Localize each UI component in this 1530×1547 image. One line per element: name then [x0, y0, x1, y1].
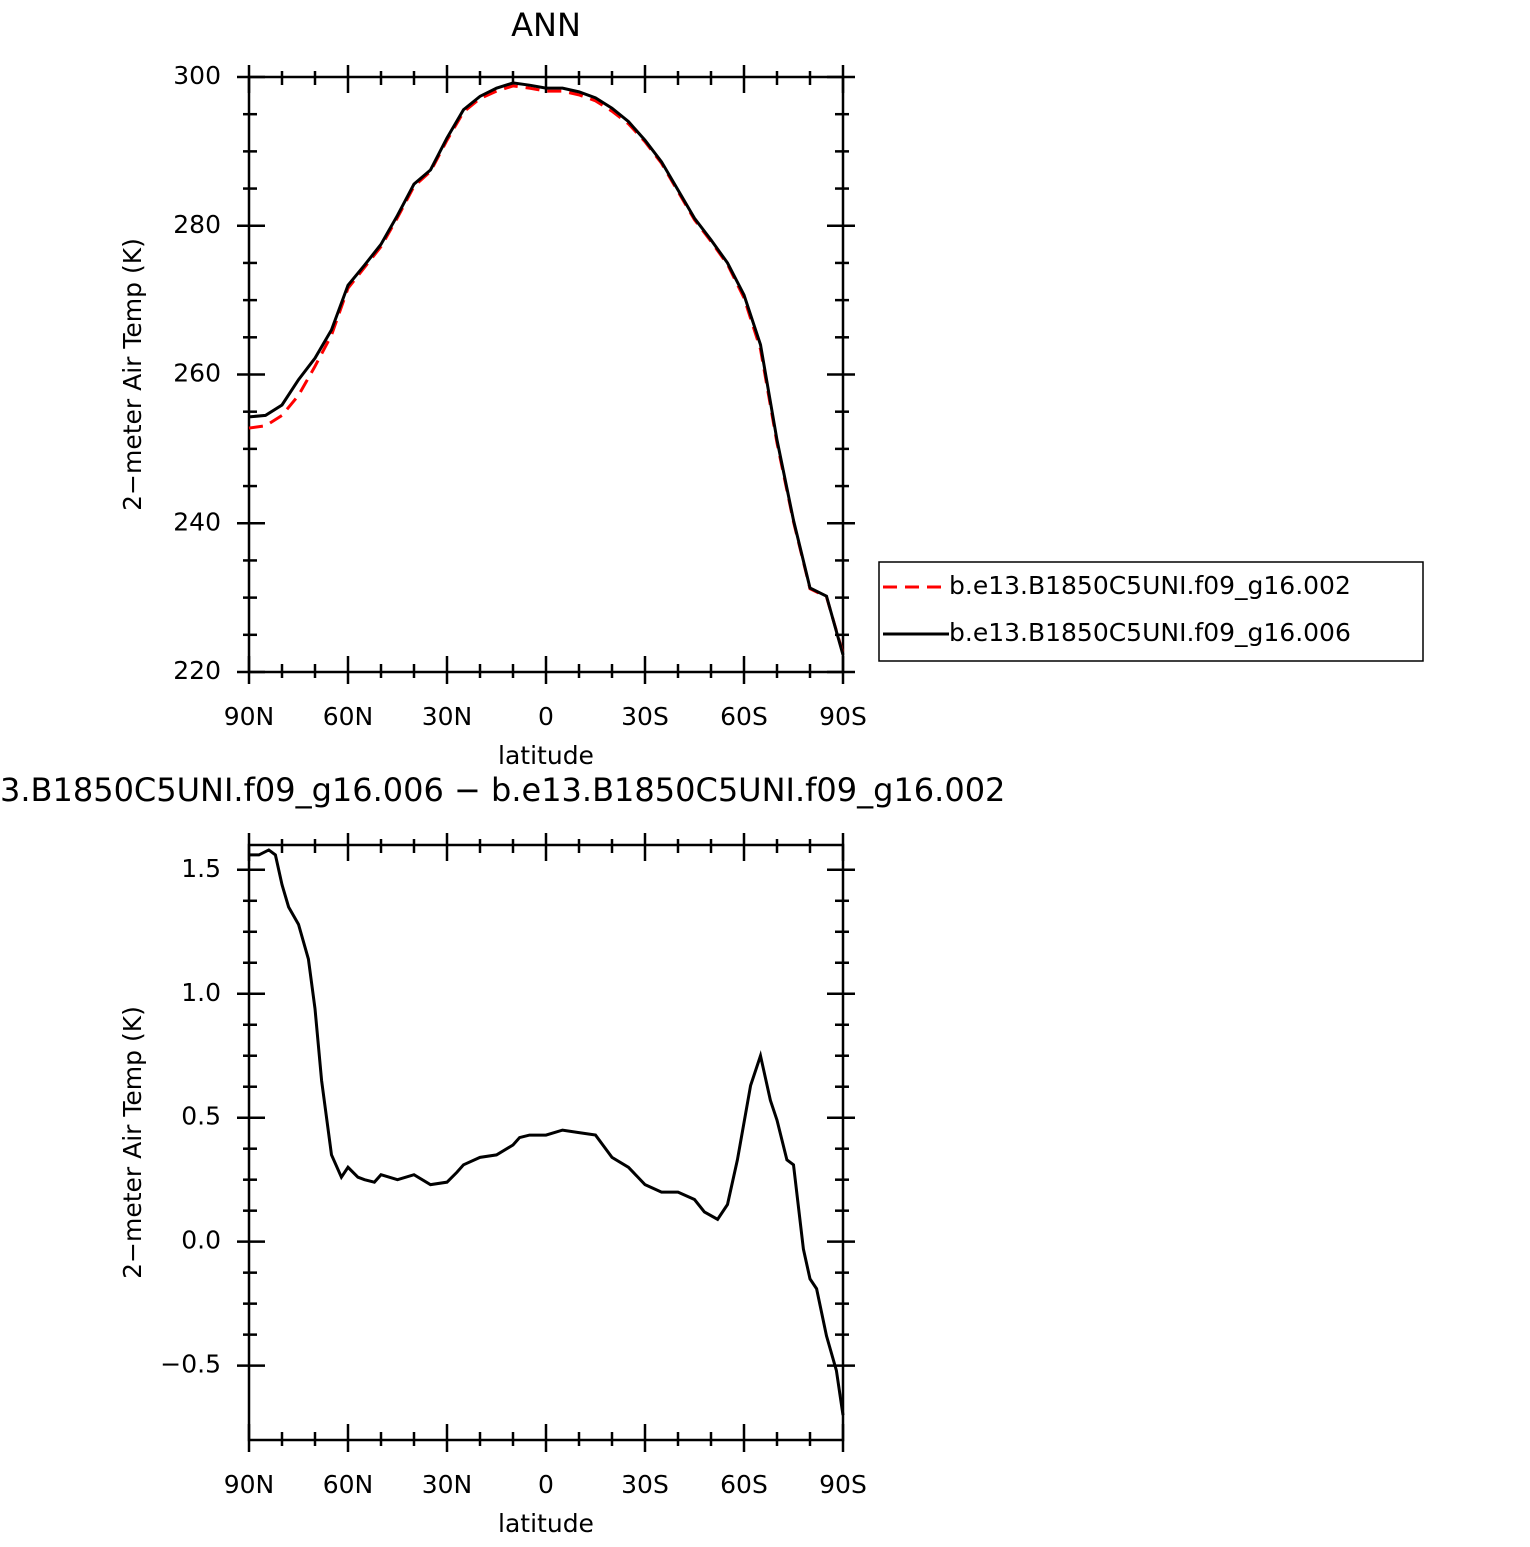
y-tick-label: 0.0: [181, 1226, 221, 1255]
x-tick-label: 60N: [323, 1470, 374, 1499]
x-tick-label: 60N: [323, 702, 374, 731]
y-tick-label: 220: [173, 656, 221, 685]
x-tick-label: 90N: [224, 1470, 275, 1499]
y-tick-label: 300: [173, 61, 221, 90]
y-tick-label: 280: [173, 210, 221, 239]
plot-frame: [247, 75, 845, 674]
x-tick-label: 90N: [224, 702, 275, 731]
legend-box: [878, 561, 1424, 662]
y-tick-label: 240: [173, 507, 221, 536]
y-tick-label: 260: [173, 359, 221, 388]
data-line: [248, 81, 845, 656]
y-axis-label: 2−meter Air Temp (K): [118, 238, 147, 511]
chart-title: ANN: [511, 6, 581, 44]
data-line: [249, 848, 845, 1416]
data-line: [248, 84, 845, 654]
x-tick-label: 30S: [621, 702, 669, 731]
legend-label: b.e13.B1850C5UNI.f09_g16.006: [949, 618, 1351, 647]
y-axis-label: 2−meter Air Temp (K): [118, 1006, 147, 1279]
y-tick-label: 1.0: [181, 978, 221, 1007]
x-tick-label: 0: [538, 1470, 554, 1499]
chart-title: 3.B1850C5UNI.f09_g16.006 − b.e13.B1850C5…: [0, 771, 1005, 809]
x-tick-label: 30N: [422, 1470, 473, 1499]
y-tick-label: −0.5: [160, 1350, 221, 1379]
y-tick-label: 1.5: [181, 854, 221, 883]
legend-label: b.e13.B1850C5UNI.f09_g16.002: [949, 571, 1351, 600]
x-tick-label: 90S: [819, 702, 867, 731]
x-axis-label: latitude: [498, 741, 594, 770]
x-tick-label: 90S: [819, 1470, 867, 1499]
x-tick-label: 0: [538, 702, 554, 731]
x-tick-label: 60S: [720, 1470, 768, 1499]
x-tick-label: 30S: [621, 1470, 669, 1499]
y-tick-label: 0.5: [181, 1102, 221, 1131]
plot-frame: [247, 843, 845, 1442]
x-axis-label: latitude: [498, 1509, 594, 1538]
x-tick-label: 60S: [720, 702, 768, 731]
x-tick-label: 30N: [422, 702, 473, 731]
